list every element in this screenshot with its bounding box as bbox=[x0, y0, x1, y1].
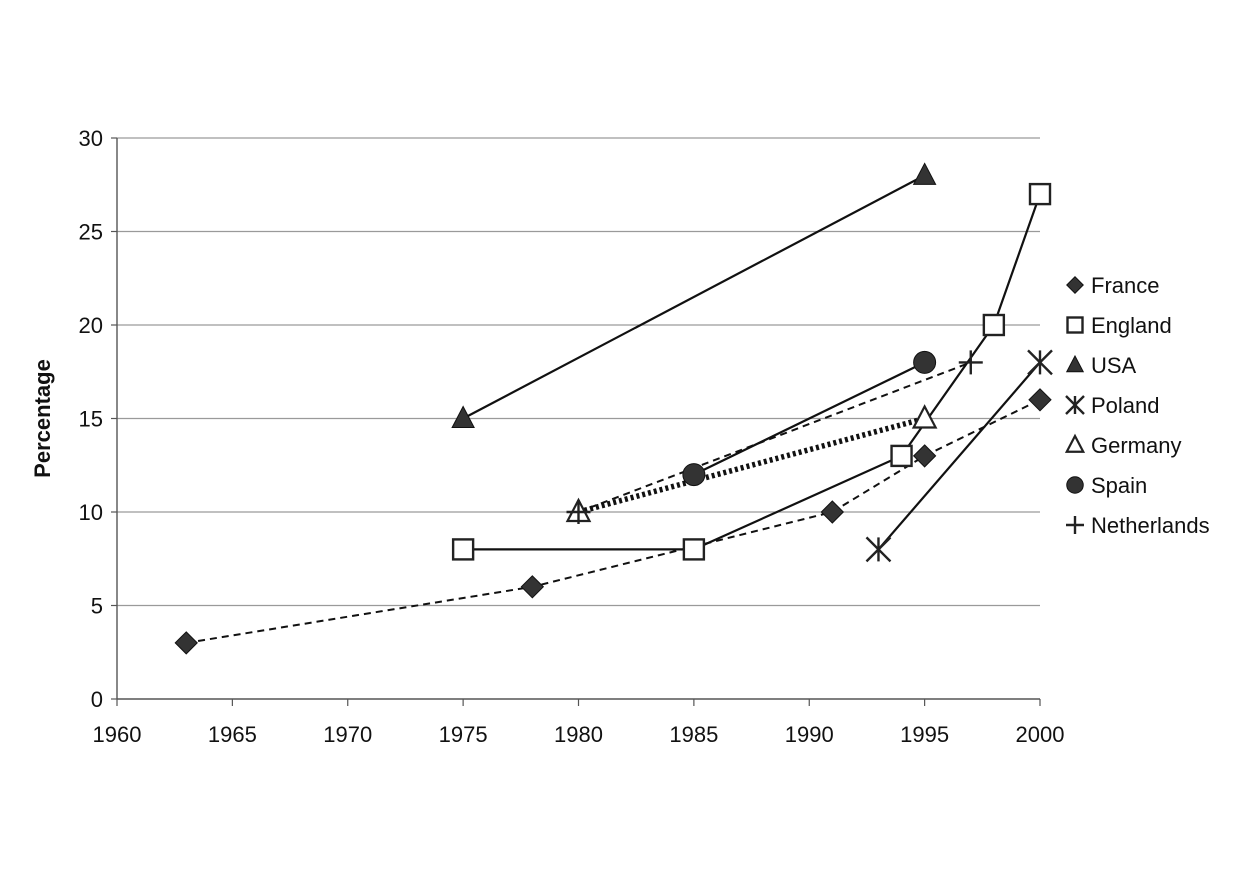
y-tick-label: 10 bbox=[79, 500, 103, 525]
y-tick-label: 20 bbox=[79, 313, 103, 338]
data-point-netherlands bbox=[566, 500, 591, 524]
x-tick-label: 1975 bbox=[439, 722, 488, 747]
x-tick-label: 1970 bbox=[323, 722, 372, 747]
data-point-usa bbox=[912, 162, 937, 185]
series-line-france bbox=[186, 398, 1041, 644]
data-point-spain bbox=[913, 350, 937, 374]
series-line-spain bbox=[693, 361, 926, 476]
legend-marker-france bbox=[1066, 276, 1084, 294]
series-markers bbox=[174, 162, 1053, 655]
series-line-germany bbox=[577, 415, 926, 515]
data-point-england bbox=[451, 538, 475, 561]
data-point-france bbox=[912, 444, 937, 468]
y-axis-title: Percentage bbox=[30, 359, 55, 478]
data-point-france bbox=[174, 631, 198, 655]
data-point-netherlands bbox=[958, 350, 983, 375]
series-line-netherlands bbox=[578, 361, 972, 513]
x-tick-label: 1985 bbox=[669, 722, 718, 747]
data-point-usa bbox=[451, 405, 475, 428]
legend-marker-germany bbox=[1064, 433, 1086, 453]
legend-label-france: France bbox=[1091, 273, 1159, 298]
data-point-poland bbox=[865, 536, 892, 563]
legend-label-germany: Germany bbox=[1091, 433, 1181, 458]
y-tick-label: 5 bbox=[91, 594, 103, 619]
data-point-france bbox=[520, 575, 545, 599]
legend-label-spain: Spain bbox=[1091, 473, 1147, 498]
x-tick-label: 1965 bbox=[208, 722, 257, 747]
gridlines bbox=[117, 137, 1040, 607]
legend-label-netherlands: Netherlands bbox=[1091, 513, 1210, 538]
y-tick-label: 30 bbox=[79, 126, 103, 151]
series-lines bbox=[186, 174, 1042, 644]
data-point-england bbox=[682, 538, 706, 561]
legend-marker-netherlands bbox=[1066, 516, 1084, 534]
legend-marker-poland bbox=[1065, 395, 1085, 415]
data-point-england bbox=[890, 444, 913, 468]
legend: France England USA Poland Germany Spain Nether… bbox=[1064, 273, 1210, 538]
legend-label-usa: USA bbox=[1091, 353, 1137, 378]
x-tick-label: 1980 bbox=[554, 722, 603, 747]
y-tick-label: 25 bbox=[79, 220, 103, 245]
data-point-france bbox=[820, 500, 845, 524]
x-tick-label: 2000 bbox=[1016, 722, 1065, 747]
series-line-usa bbox=[462, 174, 926, 420]
x-tick-label: 1990 bbox=[785, 722, 834, 747]
legend-label-england: England bbox=[1091, 313, 1172, 338]
x-tick-label: 1960 bbox=[93, 722, 142, 747]
series-line-poland bbox=[877, 361, 1041, 551]
data-point-poland bbox=[1027, 349, 1053, 376]
data-point-france bbox=[1028, 388, 1052, 412]
data-point-spain bbox=[682, 463, 706, 487]
legend-label-poland: Poland bbox=[1091, 393, 1160, 418]
data-point-germany bbox=[911, 404, 938, 429]
data-point-england bbox=[982, 313, 1006, 337]
axes: 0 5 10 15 20 25 30 1960 1965 1970 1975 1980 1985 1990… bbox=[79, 126, 1065, 747]
legend-marker-england bbox=[1066, 316, 1084, 334]
y-tick-label: 0 bbox=[91, 687, 103, 712]
x-tick-label: 1995 bbox=[900, 722, 949, 747]
legend-marker-spain bbox=[1066, 476, 1084, 494]
y-tick-label: 15 bbox=[79, 407, 103, 432]
legend-marker-usa bbox=[1065, 354, 1085, 373]
data-point-england bbox=[1028, 182, 1052, 206]
